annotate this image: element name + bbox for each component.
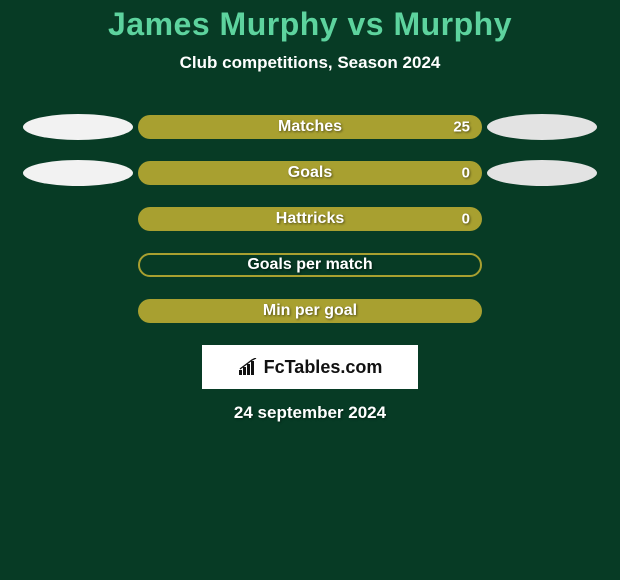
stat-value-right: 0 [462, 211, 470, 228]
chart-container: James Murphy vs Murphy Club competitions… [0, 0, 620, 580]
stat-bar: Hattricks 0 [138, 207, 482, 231]
right-ellipse [487, 114, 597, 140]
stat-label: Hattricks [276, 210, 344, 228]
right-ellipse-slot [482, 114, 602, 140]
left-ellipse-slot [18, 114, 138, 140]
stat-rows: Matches 25 Goals 0 Hattricks 0 Goals per match… [0, 115, 620, 323]
stat-row: Min per goal [0, 299, 620, 323]
stat-row: Hattricks 0 [0, 207, 620, 231]
stat-row: Goals per match [0, 253, 620, 277]
stat-bar: Goals per match [138, 253, 482, 277]
subtitle: Club competitions, Season 2024 [0, 53, 620, 73]
right-ellipse-slot [482, 160, 602, 186]
stat-label: Matches [278, 118, 342, 136]
left-ellipse-slot [18, 160, 138, 186]
left-ellipse [23, 160, 133, 186]
left-ellipse [23, 114, 133, 140]
stat-value-right: 25 [453, 119, 470, 136]
stat-bar: Goals 0 [138, 161, 482, 185]
logo-box: FcTables.com [202, 345, 418, 389]
stat-row: Matches 25 [0, 115, 620, 139]
stat-bar: Min per goal [138, 299, 482, 323]
stat-label: Goals [288, 164, 332, 182]
stat-label: Goals per match [247, 256, 372, 274]
page-title: James Murphy vs Murphy [0, 6, 620, 43]
stat-value-right: 0 [462, 165, 470, 182]
stat-row: Goals 0 [0, 161, 620, 185]
logo-text: FcTables.com [264, 357, 383, 378]
stat-bar: Matches 25 [138, 115, 482, 139]
right-ellipse [487, 160, 597, 186]
logo-inner: FcTables.com [238, 357, 383, 378]
date-text: 24 september 2024 [0, 403, 620, 423]
bars-icon [238, 358, 260, 376]
stat-label: Min per goal [263, 302, 357, 320]
